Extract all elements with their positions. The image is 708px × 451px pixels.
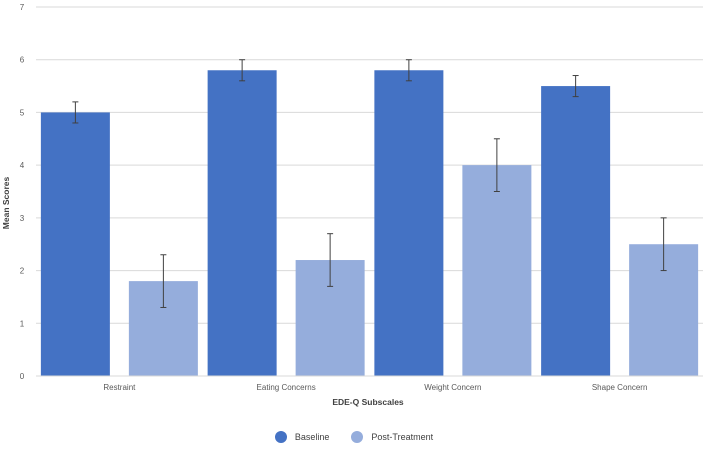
x-tick-label: Restraint: [103, 383, 136, 392]
x-tick-label: Eating Concerns: [257, 383, 316, 392]
bar-baseline: [374, 70, 444, 376]
gridlines: [36, 6, 703, 324]
y-tick-label: 0: [20, 372, 25, 381]
legend: Baseline Post-Treatment: [0, 431, 708, 443]
x-axis-ticks: Restraint Eating Concerns Weight Concern Sh…: [103, 383, 647, 392]
x-tick-label: Weight Concern: [424, 383, 481, 392]
y-axis-ticks: 0 1 2 3 4 5 6 7: [20, 3, 25, 381]
legend-swatch-baseline: [274, 431, 287, 443]
bar-post-treatment: [462, 165, 532, 376]
y-tick-label: 5: [20, 108, 25, 117]
y-tick-label: 1: [20, 319, 25, 328]
bar-baseline: [541, 86, 611, 377]
bar-baseline: [40, 112, 110, 376]
y-axis-title: Mean Scores: [1, 177, 11, 230]
legend-label-baseline: Baseline: [294, 432, 330, 442]
legend-label-post-treatment: Post-Treatment: [371, 432, 434, 442]
y-tick-label: 4: [20, 161, 25, 170]
bar-baseline: [207, 70, 277, 376]
bar-chart: 0 1 2 3 4 5 6 7 Restraint Eating Concerns Weight …: [1, 3, 703, 407]
error-bars: [72, 59, 667, 308]
legend-item-post-treatment: Post-Treatment: [351, 431, 433, 443]
legend-swatch-post-treatment: [351, 431, 364, 443]
y-tick-label: 7: [20, 3, 25, 12]
bars: [40, 70, 699, 377]
x-axis-title: EDE-Q Subscales: [332, 397, 404, 407]
y-tick-label: 2: [20, 267, 25, 276]
y-tick-label: 3: [20, 214, 25, 223]
y-tick-label: 6: [20, 56, 25, 65]
legend-item-baseline: Baseline: [274, 431, 330, 443]
x-tick-label: Shape Concern: [592, 383, 648, 392]
